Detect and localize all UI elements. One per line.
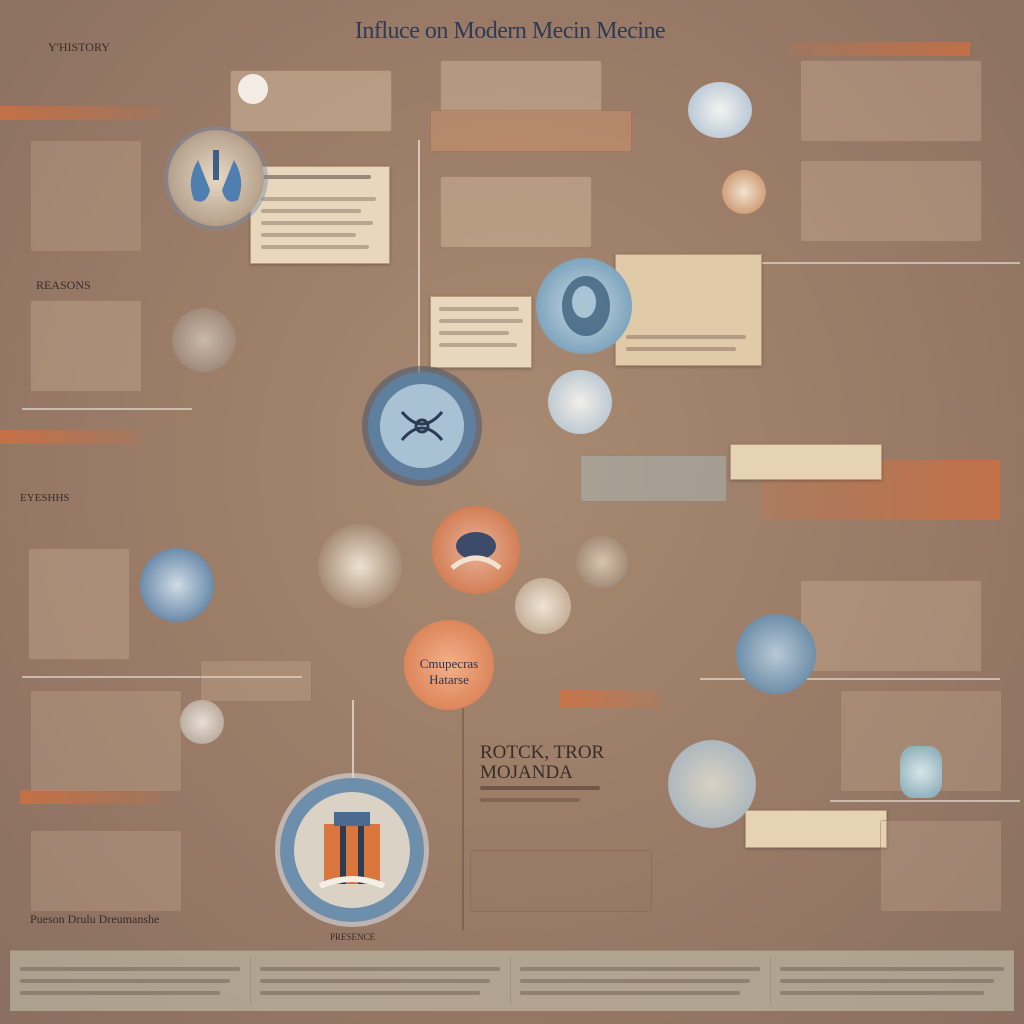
- lower-heading-line1: ROTCK, TROR: [480, 742, 605, 763]
- section-label-bottom: Pueson Drulu Dreumanshe: [30, 912, 160, 926]
- center-badge: Cmupecras Hatarse: [404, 620, 494, 710]
- medical-device-icon: [318, 812, 386, 889]
- organ-icon: [562, 276, 610, 336]
- text-panel: [28, 548, 130, 660]
- text-panel: [800, 160, 982, 242]
- anatomy-illustration: [668, 740, 756, 828]
- info-card: [745, 810, 887, 848]
- pill-icon: [722, 170, 766, 214]
- footer-cell: [510, 957, 771, 1005]
- connector-line: [830, 800, 1020, 802]
- device-icon: [900, 746, 942, 798]
- section-label-eyes: EYESHHS: [20, 492, 70, 504]
- text-panel: [30, 140, 142, 252]
- orange-band: [0, 106, 160, 120]
- featured-illustration: [280, 778, 424, 922]
- text-panel: [880, 820, 1002, 912]
- medical-diagram-circle: [368, 372, 476, 480]
- text-panel: [800, 60, 982, 142]
- text-panel: [30, 830, 182, 912]
- lungs-icon: [190, 150, 242, 202]
- text-panel: [30, 300, 142, 392]
- text-panel: [430, 110, 632, 152]
- portrait-illustration: [140, 548, 214, 622]
- equipment-illustration: [515, 578, 571, 634]
- connector-line: [22, 408, 192, 410]
- center-badge-line2: Hatarse: [429, 672, 469, 687]
- microscope-icon: [688, 82, 752, 138]
- footer-strip: [10, 950, 1014, 1011]
- equipment-illustration: [548, 370, 612, 434]
- section-label-reasons: REASONS: [36, 278, 91, 292]
- info-card: [430, 296, 532, 368]
- poster-title: Influce on Modern Mecin Mecine: [354, 18, 666, 44]
- medical-diagram-icon: [400, 411, 444, 441]
- text-panel: [580, 455, 727, 502]
- text-panel: [30, 690, 182, 792]
- anatomy-illustration: [736, 614, 816, 694]
- footer-cell: [770, 957, 1014, 1005]
- text-panel: [440, 60, 602, 112]
- info-card: [615, 254, 762, 366]
- connector-line: [418, 140, 420, 390]
- stethoscope-icon: [238, 74, 268, 104]
- text-panel: [200, 660, 312, 702]
- footer-cell: [250, 957, 511, 1005]
- footer-center-label: PRESENCE: [330, 932, 376, 942]
- equipment-illustration: [576, 536, 628, 588]
- patient-illustration: [432, 506, 520, 594]
- connector-line: [700, 678, 1000, 680]
- info-card: [250, 166, 390, 264]
- portrait-illustration: [172, 308, 236, 372]
- text-panel: [800, 580, 982, 672]
- equipment-illustration: [180, 700, 224, 744]
- info-card: [730, 444, 882, 480]
- connector-line: [462, 700, 464, 930]
- center-badge-line1: Cmupecras: [419, 656, 479, 671]
- connector-line: [352, 700, 354, 790]
- portrait-illustration: [318, 524, 402, 608]
- connector-line: [750, 262, 1020, 264]
- lower-heading-line2: MOJANDA: [480, 762, 573, 783]
- doctor-icon: [450, 532, 502, 570]
- anatomy-illustration: [536, 258, 632, 354]
- text-panel: [440, 176, 592, 248]
- orange-band: [790, 42, 970, 56]
- orange-band: [560, 690, 660, 708]
- orange-band: [20, 790, 160, 804]
- connector-line: [22, 676, 302, 678]
- section-label-history: Y'HISTORY: [48, 40, 110, 54]
- anatomy-illustration: [168, 130, 264, 226]
- text-panel: [470, 850, 652, 912]
- footer-cell: [10, 957, 251, 1005]
- orange-band: [0, 430, 140, 444]
